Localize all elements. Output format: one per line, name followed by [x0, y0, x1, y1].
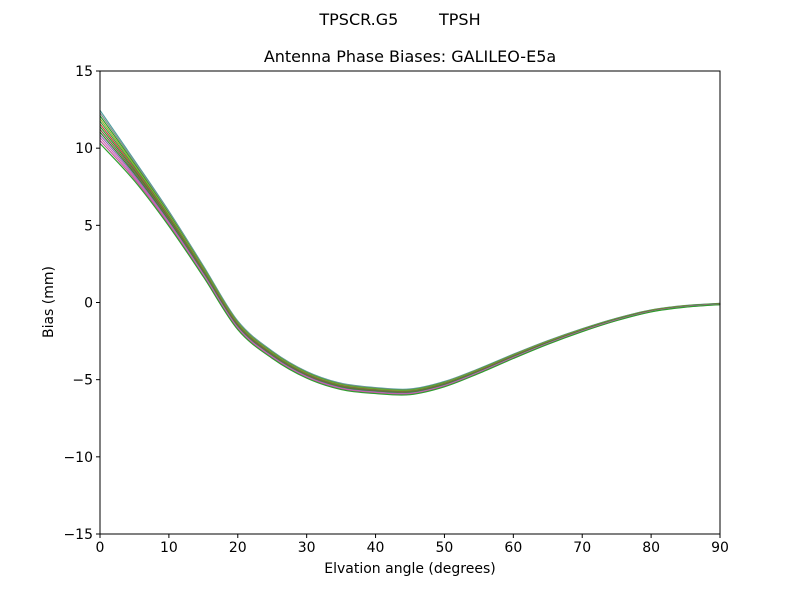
- x-tick-label: 70: [573, 540, 591, 556]
- series-line-curve-10: [99, 134, 721, 395]
- x-axis-label: Elvation angle (degrees): [324, 561, 495, 577]
- x-tick-label: 40: [367, 540, 385, 556]
- y-tick-label: −5: [72, 373, 93, 389]
- series-line-curve-12: [99, 139, 721, 396]
- y-tick-label: 0: [84, 296, 93, 312]
- x-tick-label: 30: [298, 540, 316, 556]
- x-tick-label: 60: [504, 540, 522, 556]
- x-tick-label: 80: [642, 540, 660, 556]
- y-tick-label: −10: [63, 450, 93, 466]
- x-tick-label: 10: [160, 540, 178, 556]
- y-axis-ticks: 15 10 5 0 −5 −10 −15: [63, 64, 100, 543]
- y-tick-label: −15: [63, 527, 93, 543]
- series-line-curve-09: [99, 131, 721, 394]
- x-axis-ticks: 0 10 20 30 40 50 60 70 80 90: [96, 534, 729, 556]
- x-tick-label: 0: [96, 540, 105, 556]
- y-tick-label: 15: [75, 64, 93, 80]
- plot-area-border: [99, 70, 721, 535]
- series-lines: [99, 109, 721, 396]
- y-tick-label: 10: [75, 141, 93, 157]
- y-axis-label: Bias (mm): [41, 266, 57, 338]
- x-tick-label: 50: [436, 540, 454, 556]
- series-line-curve-11: [99, 137, 721, 395]
- x-tick-label: 20: [229, 540, 247, 556]
- figure-suptitle: TPSCR.G5 TPSH: [318, 10, 480, 29]
- y-tick-label: 5: [84, 218, 93, 234]
- chart-title: Antenna Phase Biases: GALILEO-E5a: [264, 47, 556, 66]
- series-line-curve-13: [99, 142, 721, 396]
- x-tick-label: 90: [711, 540, 729, 556]
